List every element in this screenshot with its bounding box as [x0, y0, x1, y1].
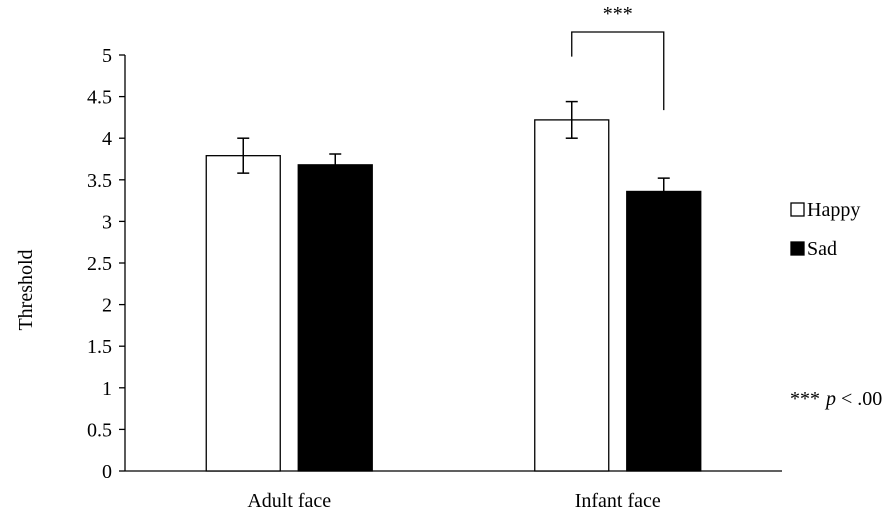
p-value-annotation: ***p < .001 [790, 388, 884, 410]
y-tick-label: 4 [102, 128, 112, 150]
x-tick-label: Adult face [247, 490, 331, 512]
y-tick-label: 3.5 [87, 170, 112, 192]
y-tick-label: 1 [102, 378, 112, 400]
significance-bracket [571, 31, 665, 111]
legend-label-happy: Happy [807, 199, 860, 221]
bar-sad-infant-face [626, 190, 702, 472]
y-tick-label: 5 [102, 45, 112, 67]
p-value-threshold: < .001 [836, 388, 884, 410]
legend-swatch-sad [790, 241, 805, 256]
x-tick-label: Infant face [575, 490, 661, 512]
y-tick-label: 2 [102, 295, 112, 317]
y-tick-label: 2.5 [87, 253, 112, 275]
y-tick-label: 4.5 [87, 87, 112, 109]
significance-label: *** [603, 3, 633, 25]
p-value-symbol: p [824, 388, 836, 410]
legend-swatch-happy [790, 202, 805, 217]
y-tick-label: 0.5 [87, 419, 112, 441]
y-tick-label: 3 [102, 211, 112, 233]
legend: Happy Sad [790, 199, 860, 260]
y-tick-label: 0 [102, 461, 112, 483]
y-axis-label: Threshold [15, 249, 37, 330]
legend-label-sad: Sad [807, 238, 837, 260]
bar-happy-adult-face [205, 155, 281, 472]
plot-area: 0 0.5 1 1.5 2 2.5 3 3.5 4 4.5 5 Adult face Infant fa… [87, 3, 782, 512]
p-value-stars: *** [790, 388, 820, 410]
bar-happy-infant-face [534, 119, 610, 472]
bar-sad-adult-face [297, 164, 373, 472]
y-tick-label: 1.5 [87, 336, 112, 358]
